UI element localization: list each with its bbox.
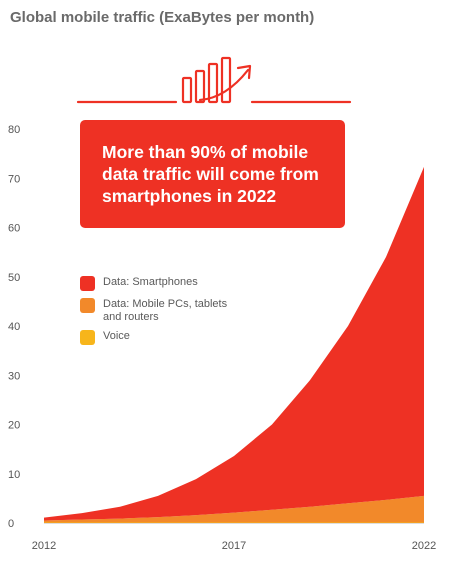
annotation-line: smartphones in 2022 xyxy=(102,186,277,206)
y-tick-label: 40 xyxy=(8,321,20,333)
legend-swatch xyxy=(80,298,95,313)
area-series-data-smartphones xyxy=(44,166,424,521)
legend-swatch xyxy=(80,276,95,291)
legend-label: Data: Smartphones xyxy=(103,276,198,288)
legend-item-mobile-pcs: Data: Mobile PCs, tablets and routers xyxy=(80,298,243,324)
y-tick-label: 70 xyxy=(8,173,20,185)
legend-swatch xyxy=(80,330,95,345)
area-series-data-mobile-pcs-tablets-and-routers xyxy=(44,495,424,523)
y-axis-labels: 0 10 20 30 40 50 60 70 80 xyxy=(8,124,20,530)
y-tick-label: 30 xyxy=(8,370,20,382)
annotation-callout: More than 90% of mobile data traffic wil… xyxy=(80,120,345,228)
y-tick-label: 50 xyxy=(8,272,20,284)
legend-item-smartphones: Data: Smartphones xyxy=(80,276,243,291)
annotation-line: data traffic will come from xyxy=(102,164,319,184)
stacked-areas xyxy=(44,166,424,523)
x-tick-label: 2012 xyxy=(32,540,56,552)
y-tick-label: 80 xyxy=(8,124,20,136)
rising-bar-chart-icon xyxy=(76,56,352,104)
x-axis-labels: 2012 2017 2022 xyxy=(32,540,436,552)
y-tick-label: 20 xyxy=(8,420,20,432)
legend-label: Data: Mobile PCs, tablets and routers xyxy=(103,298,228,323)
y-tick-label: 60 xyxy=(8,223,20,235)
y-tick-label: 10 xyxy=(8,469,20,481)
legend-label: Voice xyxy=(103,330,130,342)
legend-item-voice: Voice xyxy=(80,330,243,345)
x-tick-label: 2017 xyxy=(222,540,246,552)
chart-title: Global mobile traffic (ExaBytes per mont… xyxy=(10,9,315,26)
annotation-line: More than 90% of mobile xyxy=(102,142,309,162)
y-tick-label: 0 xyxy=(8,518,14,530)
x-tick-label: 2022 xyxy=(412,540,436,552)
